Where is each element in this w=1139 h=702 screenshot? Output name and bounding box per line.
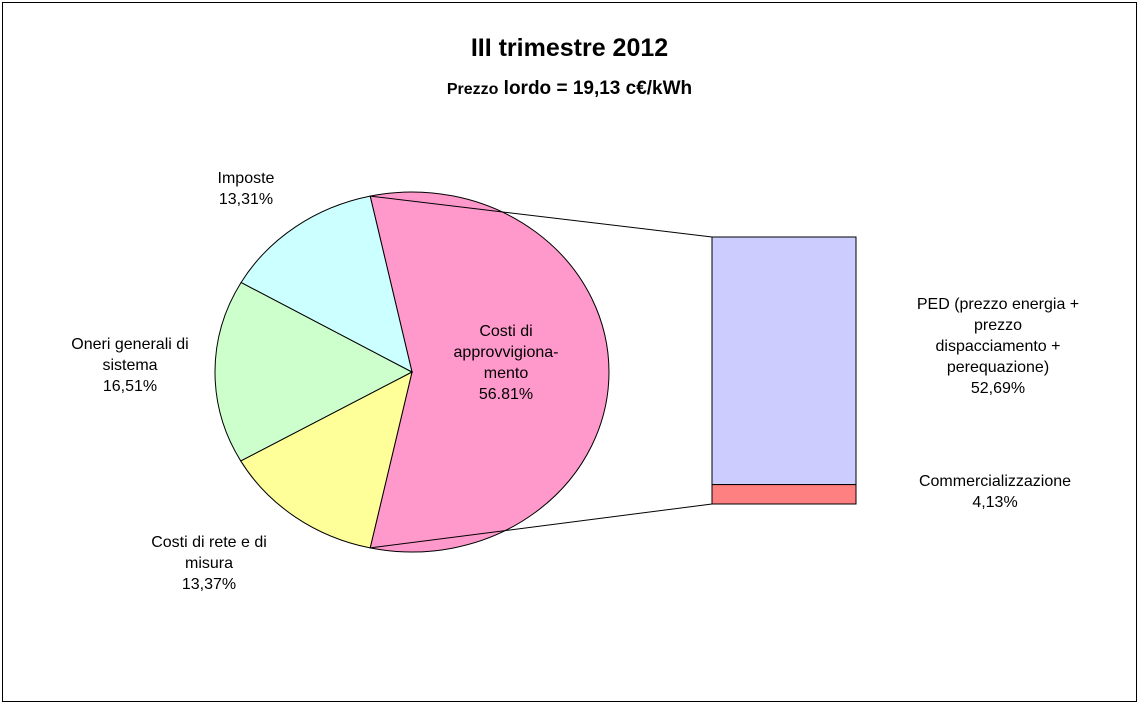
pie-slice-costi-di-rete-e-di-misura <box>240 371 413 549</box>
pie-label-oneri-generali-di-sistema: Oneri generali di sistema 16,51% <box>71 336 188 395</box>
pie-slice-costi-di-approvvigionamento <box>369 191 610 553</box>
pie-slice-imposte <box>240 195 413 373</box>
subtitle-rest: lordo = 19,13 c€/kWh <box>503 78 693 99</box>
pie-label-costi-di-rete-e-di-misura: Costi di rete e di misura 13,37% <box>151 534 267 593</box>
subtitle-prefix: Prezzo <box>446 81 499 98</box>
bar-label-commercializzazione: Commercializzazione 4,13% <box>919 473 1071 511</box>
pie-label-costi-di-approvvigionamento: Costi di approvvigiona-mento 56.81% <box>454 323 559 403</box>
connector-line-top <box>370 195 713 238</box>
bar-of-pie-chart: Costi di approvvigiona-mento 56.81% Costi d… <box>71 170 1079 593</box>
chart-title: III trimestre 2012 <box>470 34 669 62</box>
pie-label-imposte: Imposte 13,31% <box>218 170 275 208</box>
bar-label-ped-prezzo-energia-prezzo-dispacciamento-perequazione: PED (prezzo energia + prezzo dispacciament… <box>917 296 1079 397</box>
pie-slice-oneri-generali-di-sistema <box>214 281 414 462</box>
connector-line-bottom <box>370 503 713 549</box>
chart-subtitle: Prezzo lordo = 19,13 c€/kWh <box>0 78 1139 100</box>
bar-segment-commercializzazione <box>711 484 857 505</box>
bar-segment-ped-prezzo-energia-prezzo-dispacciamento-perequazione <box>711 236 857 486</box>
